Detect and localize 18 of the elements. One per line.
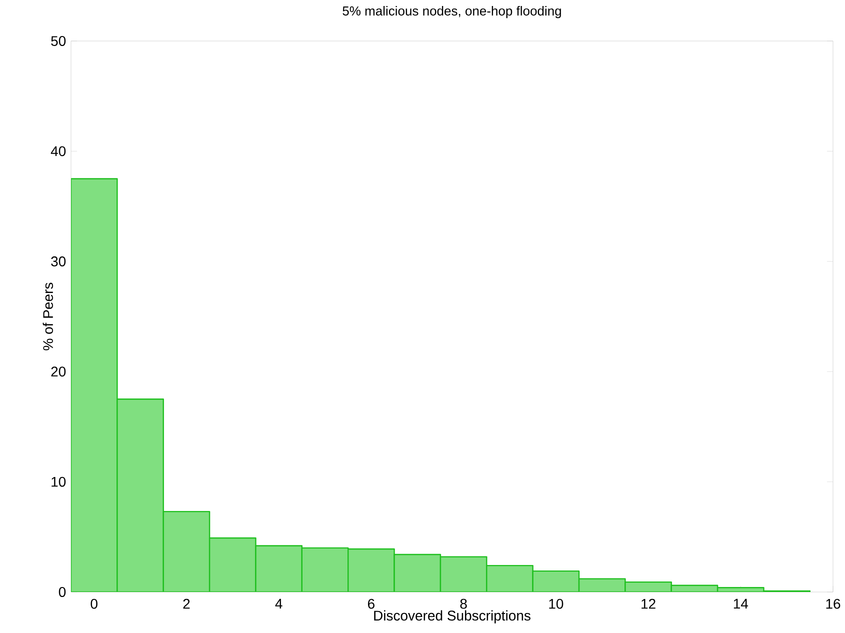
- x-tick-label: 14: [734, 598, 748, 608]
- x-tick-label: 8: [460, 598, 467, 609]
- x-tick-label: 2: [183, 598, 190, 609]
- x-tick-label: 4: [275, 598, 282, 608]
- y-axis-title: % of Peers: [42, 282, 54, 350]
- y-tick-label: 40: [50, 146, 66, 156]
- y-tick-label: 20: [51, 366, 66, 377]
- chart-title: 5% malicious nodes, one-hop flooding: [342, 6, 561, 18]
- y-tick-label: 0: [58, 587, 66, 597]
- y-tick-label: 50: [51, 36, 66, 46]
- x-tick-label: 10: [549, 598, 564, 609]
- y-tick-label: 30: [51, 256, 66, 266]
- x-tick-label: 0: [90, 598, 98, 609]
- x-tick-label: 6: [368, 598, 374, 609]
- x-tick-label: 16: [826, 598, 840, 609]
- y-tick-label: 10: [52, 476, 66, 487]
- x-tick-label: 12: [642, 598, 656, 609]
- x-axis-title: Discovered Subscriptions: [374, 610, 530, 624]
